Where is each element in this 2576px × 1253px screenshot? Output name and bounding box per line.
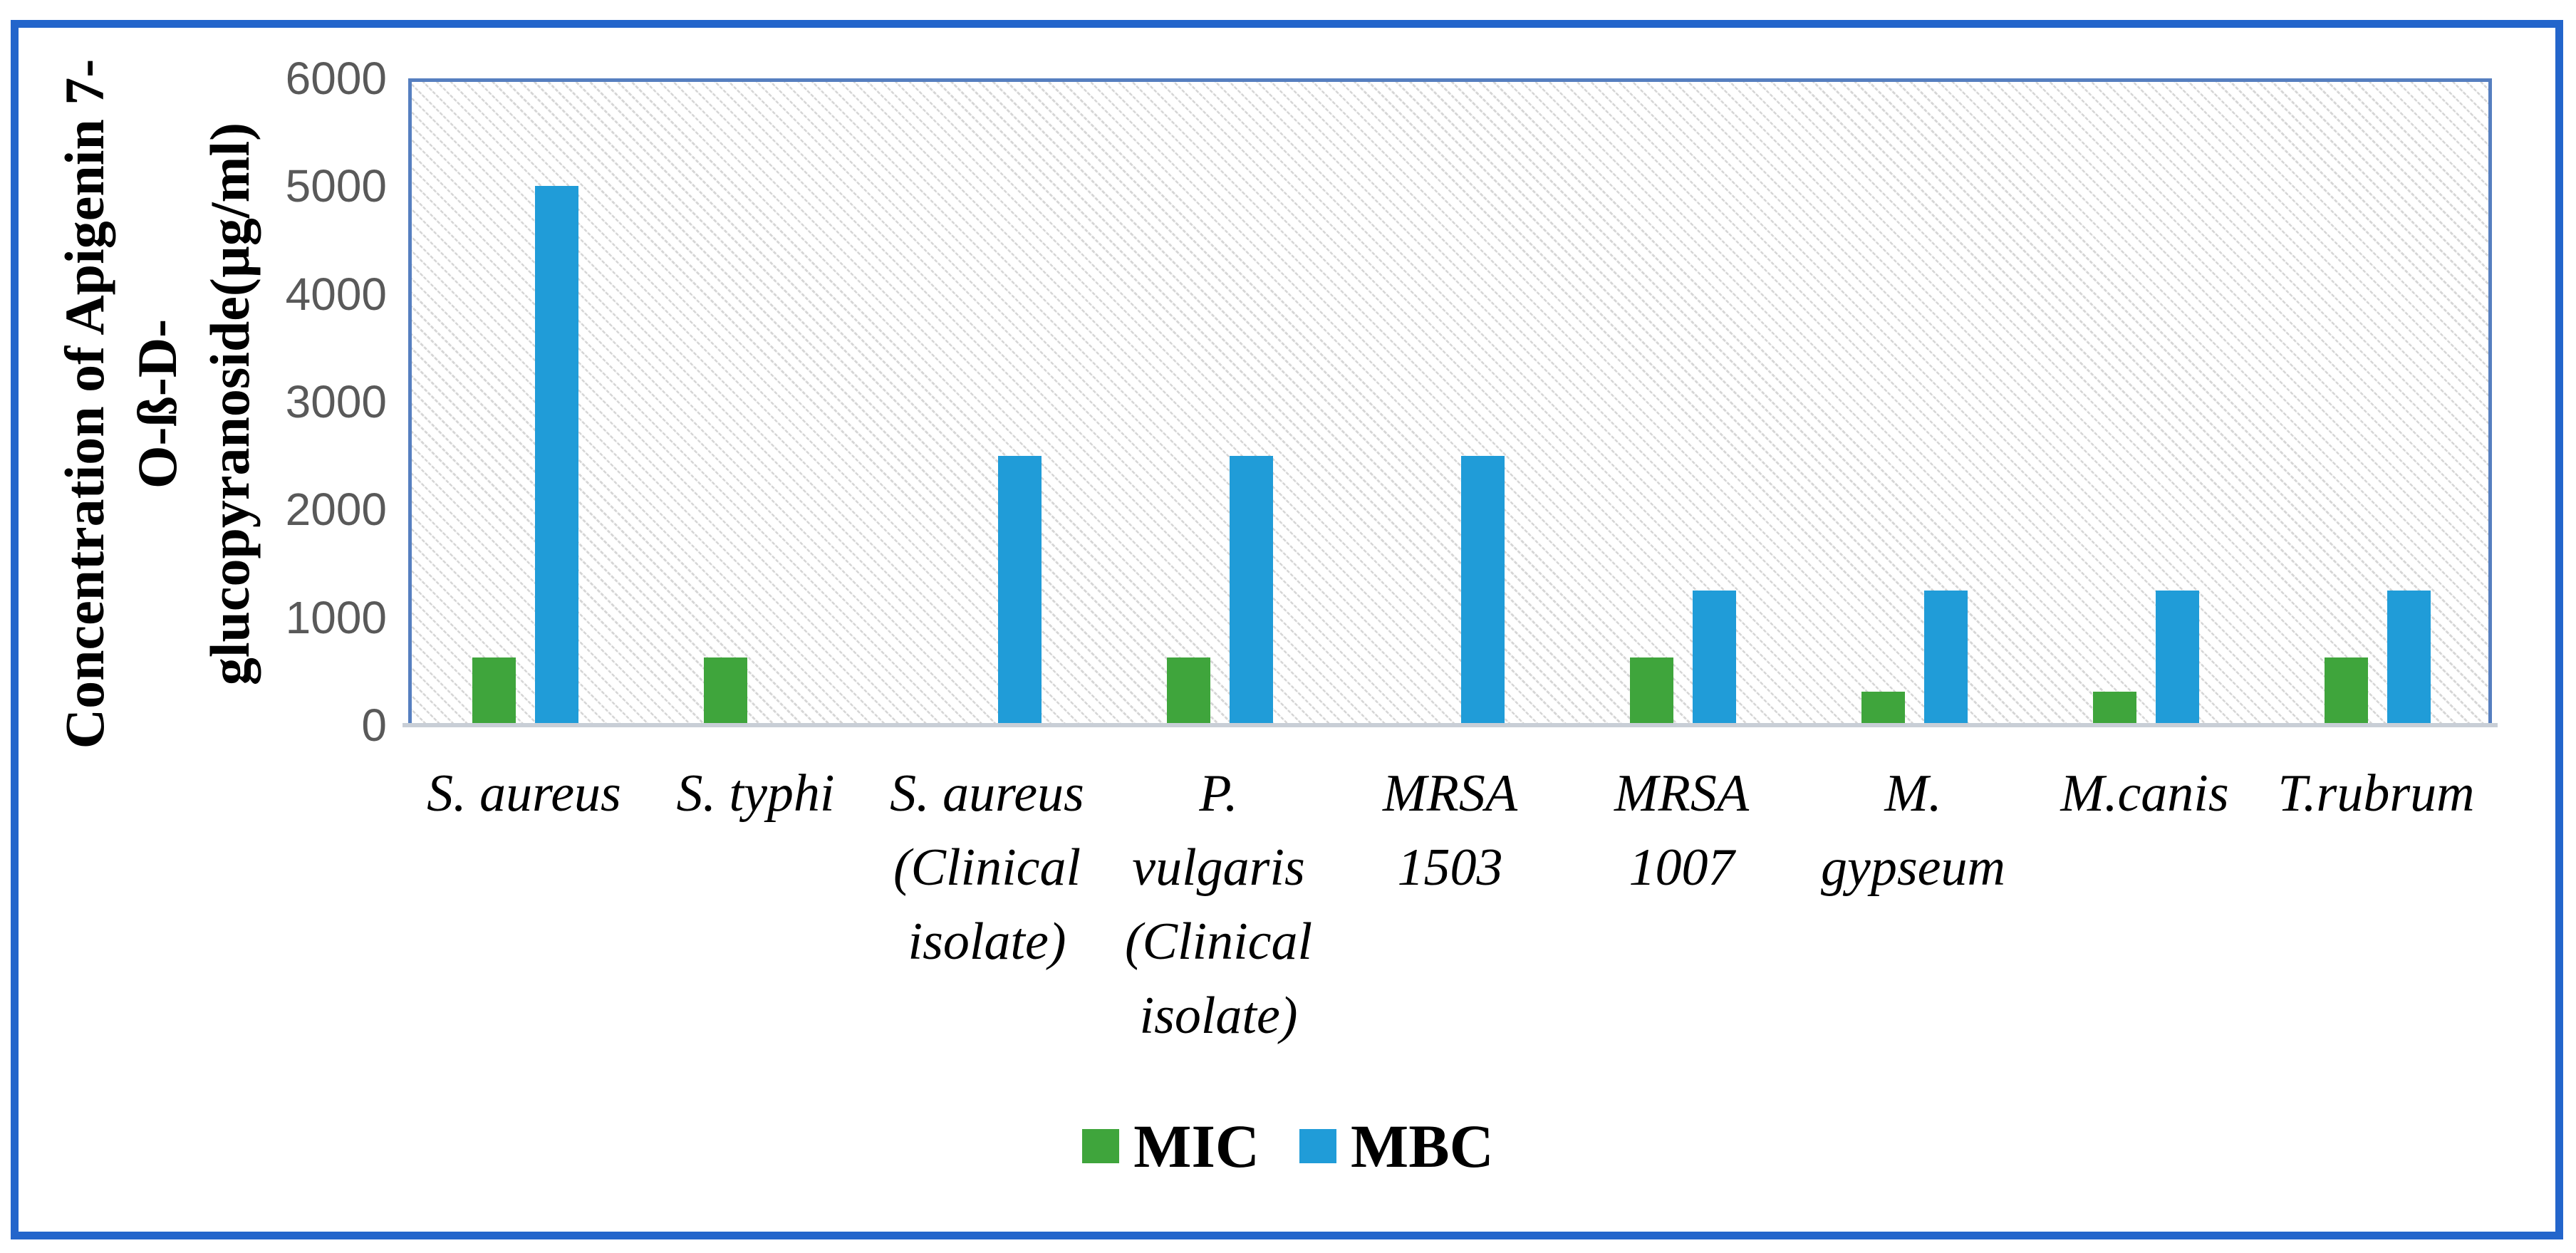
category-label-5: MRSA 1007 <box>1561 757 1803 905</box>
category-label-6: M. gypseum <box>1792 757 2035 905</box>
category-label-4: MRSA 1503 <box>1329 757 1572 905</box>
bar-mic-7 <box>2093 691 2136 725</box>
category-label-line: (Clinical <box>1124 913 1313 971</box>
legend-item-mic: MIC <box>1082 1116 1260 1177</box>
bar-mbc-0 <box>535 186 578 725</box>
category-label-1: S. typhi <box>635 757 877 831</box>
mic-legend-swatch <box>1082 1129 1120 1163</box>
category-label-line: vulgaris <box>1132 838 1305 897</box>
category-label-8: T.rubrum <box>2255 757 2498 831</box>
category-label-2: S. aureus (Clinical isolate) <box>866 757 1108 979</box>
category-label-line: MRSA <box>1382 764 1518 823</box>
y-axis-title: Concentration of Apigenin 7-O-ß-D- gluco… <box>48 48 261 760</box>
category-label-line: 1503 <box>1397 838 1503 897</box>
y-tick-label-4000: 4000 <box>285 268 387 320</box>
category-label-7: M.canis <box>2024 757 2266 831</box>
category-label-line: (Clinical <box>893 838 1081 897</box>
bar-mic-1 <box>704 657 747 725</box>
category-label-line: gypseum <box>1821 838 2005 897</box>
y-tick-label-3000: 3000 <box>285 376 387 427</box>
mbc-legend-label: MBC <box>1351 1112 1494 1180</box>
mbc-legend-swatch <box>1299 1129 1337 1163</box>
y-tick-label-1000: 1000 <box>285 591 387 643</box>
bar-mbc-5 <box>1693 590 1736 725</box>
y-tick-label-0: 0 <box>361 700 387 751</box>
bar-mic-0 <box>472 657 516 725</box>
category-label-line: S. aureus <box>427 764 621 823</box>
category-label-line: P. <box>1199 764 1238 823</box>
category-label-3: P. vulgaris (Clinical isolate) <box>1098 757 1340 1053</box>
category-label-0: S. aureus <box>403 757 645 831</box>
bar-mic-5 <box>1630 657 1673 725</box>
y-tick-label-5000: 5000 <box>285 160 387 212</box>
bar-mbc-3 <box>1230 455 1273 725</box>
mic-legend-label: MIC <box>1133 1112 1260 1180</box>
category-label-line: M.canis <box>2060 764 2229 823</box>
category-label-line: T.rubrum <box>2278 764 2475 823</box>
category-label-line: isolate) <box>1139 987 1298 1045</box>
y-tick-label-6000: 6000 <box>285 53 387 104</box>
category-label-line: MRSA <box>1614 764 1750 823</box>
legend: MIC MBC <box>0 1116 2576 1177</box>
legend-item-mbc: MBC <box>1299 1116 1494 1177</box>
category-label-line: S. typhi <box>676 764 835 823</box>
bar-mbc-4 <box>1461 455 1505 725</box>
category-label-line: M. <box>1884 764 1942 823</box>
category-label-line: S. aureus <box>890 764 1084 823</box>
x-axis-line <box>402 723 2498 727</box>
bar-mic-8 <box>2325 657 2368 725</box>
figure-border <box>11 20 2563 1239</box>
bar-mic-6 <box>1861 691 1905 725</box>
plot-area <box>408 78 2492 725</box>
y-tick-label-2000: 2000 <box>285 484 387 536</box>
bar-mic-3 <box>1167 657 1210 725</box>
y-axis-title-line1: Concentration of Apigenin 7-O-ß-D- <box>53 58 188 749</box>
bar-mbc-7 <box>2156 590 2199 725</box>
bar-mbc-2 <box>998 455 1042 725</box>
category-label-line: isolate) <box>908 913 1066 971</box>
bar-mbc-6 <box>1924 590 1968 725</box>
bar-mbc-8 <box>2387 590 2431 725</box>
category-label-line: 1007 <box>1629 838 1735 897</box>
